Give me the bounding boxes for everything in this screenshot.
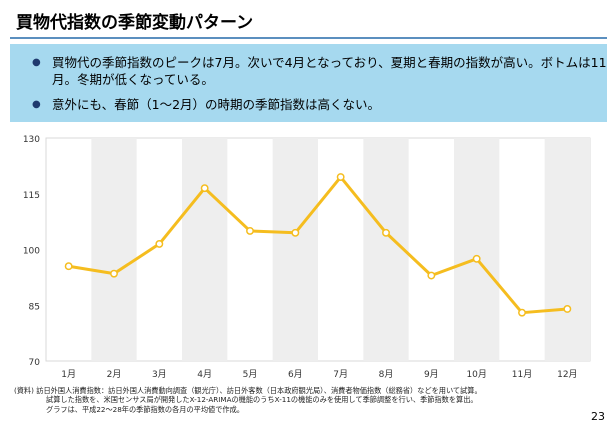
bullet-text: 意外にも、春節（1～2月）の時期の季節指数は高くない。 [52, 97, 381, 112]
x-tick-label: 5月 [243, 369, 258, 380]
column-band [544, 138, 590, 361]
source-note-line: (資料) 訪日外国人消費指数：訪日外国人消費動向調査（観光庁）、訪日外客数（日本… [14, 386, 482, 395]
column-band [454, 138, 500, 361]
x-tick-label: 3月 [152, 369, 167, 380]
y-tick-label: 130 [23, 135, 40, 145]
bullet-icon: ● [32, 99, 41, 110]
page-title: 買物代指数の季節変動パターン [16, 13, 254, 33]
x-tick-label: 12月 [557, 369, 577, 380]
source-note-line: グラフは、平成22～28年の季節指数の各月の平均値で作成。 [46, 404, 244, 414]
column-band [272, 138, 318, 361]
data-point [518, 308, 526, 317]
series-line [67, 175, 569, 315]
summary-box: ● 買物代の季節指数のピークは7月。次いで4月となっており、夏期と春期の指数が高… [10, 44, 607, 122]
source-note-line: 試算した指数を、米国センサス局が開発したX-12-ARIMAの機能のうちX-11… [46, 395, 478, 405]
x-tick-label: 9月 [424, 369, 439, 380]
data-point [64, 262, 73, 271]
x-tick-label: 1月 [61, 369, 76, 380]
x-tick-label: 2月 [107, 369, 122, 380]
seasonal-index-line-chart: 70 85 100 115 130 1月 2月 3月 4月 5月 6月 7月 8月 9月 10月 11月 12月 [23, 135, 591, 380]
data-point [563, 305, 572, 313]
title-underline [10, 37, 607, 39]
x-tick-label: 8月 [379, 369, 394, 380]
y-tick-label: 115 [23, 191, 40, 201]
x-tick-label: 7月 [333, 369, 348, 380]
data-point [110, 269, 118, 278]
bullet-icon: ● [32, 57, 41, 68]
data-point [336, 173, 345, 181]
data-point [291, 228, 300, 237]
data-point [200, 184, 209, 193]
data-point [382, 228, 390, 237]
data-point [427, 271, 436, 280]
x-tick-label: 11月 [512, 369, 532, 380]
source-notes: (資料) 訪日外国人消費指数：訪日外国人消費動向調査（観光庁）、訪日外客数（日本… [14, 386, 574, 414]
data-point [155, 239, 164, 248]
x-tick-label: 6月 [288, 369, 303, 380]
data-point [246, 226, 254, 235]
bullet-text: 買物代の季節指数のピークは7月。次いで4月となっており、夏期と春期の指数が高い。… [52, 55, 607, 87]
x-tick-label: 10月 [466, 369, 486, 380]
y-tick-label: 70 [29, 358, 41, 368]
y-tick-label: 85 [29, 302, 40, 312]
column-band [363, 138, 409, 361]
column-band [182, 138, 228, 361]
data-point [472, 254, 481, 263]
page-number: 23 [591, 410, 605, 423]
column-band [91, 138, 137, 361]
x-tick-label: 4月 [197, 369, 212, 380]
y-tick-label: 100 [23, 247, 40, 257]
